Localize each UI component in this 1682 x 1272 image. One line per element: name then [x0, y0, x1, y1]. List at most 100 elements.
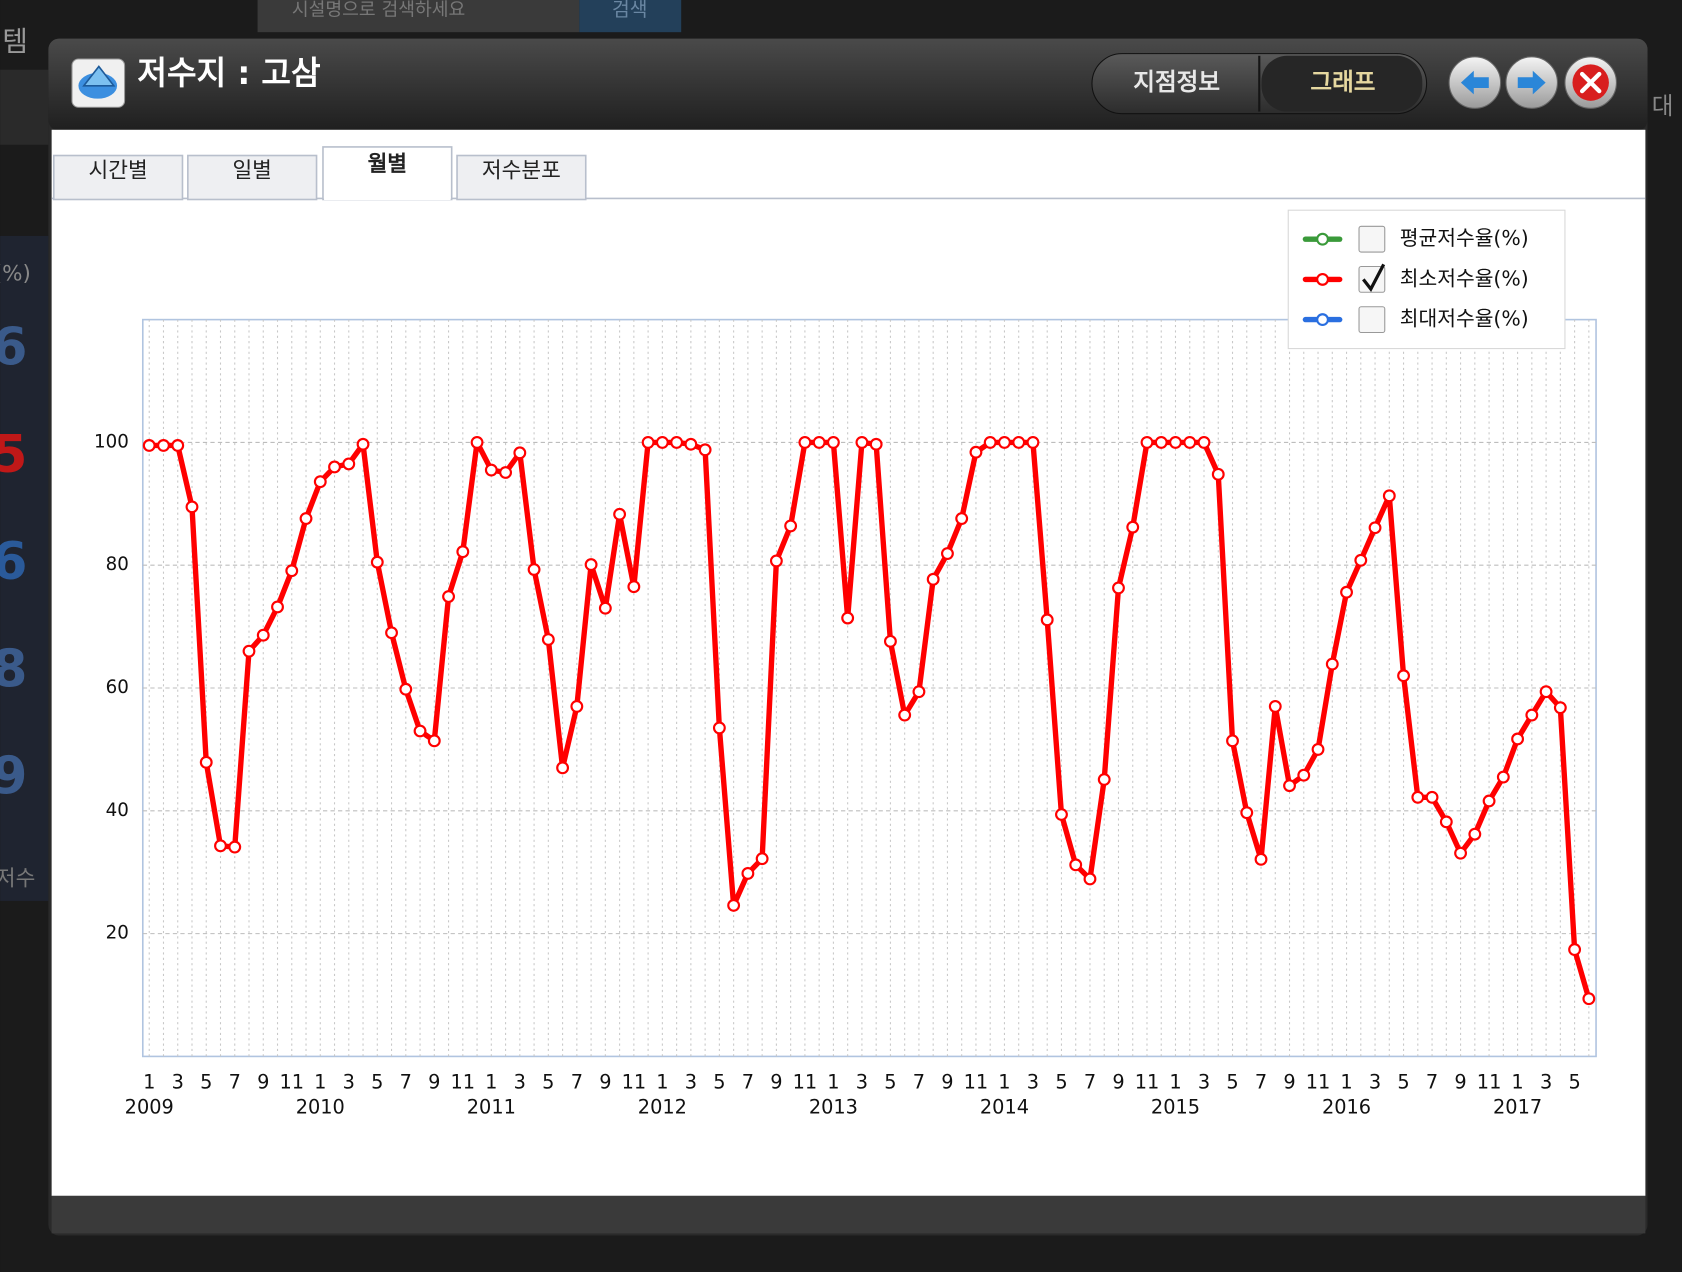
legend-marker: [1316, 272, 1329, 286]
corner-text: 대: [1652, 92, 1674, 120]
data-point: [855, 435, 869, 449]
data-point: [727, 898, 741, 912]
data-point: [1382, 489, 1396, 503]
legend-checkbox[interactable]: [1358, 306, 1386, 334]
data-point: [898, 708, 912, 722]
data-point: [869, 437, 883, 451]
data-point: [627, 580, 641, 594]
data-point: [1297, 768, 1311, 782]
data-point: [1140, 435, 1154, 449]
search-button-label: 검색: [612, 0, 648, 21]
data-point: [199, 755, 213, 769]
data-point: [598, 601, 612, 615]
data-point: [242, 644, 256, 658]
data-point: [1439, 815, 1453, 829]
x-tick-label: 11: [1135, 1071, 1160, 1094]
tab-label[interactable]: 시간별: [89, 159, 148, 184]
header-button[interactable]: 그래프: [1310, 68, 1375, 96]
x-tick-label: 9: [1454, 1071, 1466, 1094]
data-point: [1425, 790, 1439, 804]
data-point: [883, 634, 897, 648]
tab-label[interactable]: 일별: [232, 159, 271, 184]
back-arrow: [1460, 70, 1489, 95]
data-point: [1268, 700, 1282, 713]
data-point: [784, 519, 798, 533]
data-point: [356, 437, 370, 451]
legend-label[interactable]: 평균저수율(%): [1400, 226, 1529, 250]
x-tick-label: 7: [1426, 1071, 1438, 1094]
data-point: [1553, 701, 1567, 715]
search-button[interactable]: [579, 0, 682, 33]
data-point: [926, 572, 940, 586]
data-point: [399, 682, 413, 696]
search-box[interactable]: [257, 0, 580, 33]
data-point: [655, 435, 669, 449]
data-point: [541, 633, 555, 646]
buttons: 지점정보 그래프: [1133, 55, 1423, 112]
x-tick-label: 5: [713, 1071, 725, 1094]
side-panel: [0, 235, 49, 901]
data-point: [214, 839, 227, 853]
side-number: 6: [0, 318, 27, 378]
x-tick-label: 5: [371, 1071, 383, 1094]
corner-text: 템: [2, 25, 28, 58]
data-point: [1454, 846, 1468, 860]
data-point: [1254, 852, 1268, 866]
data-point: [1083, 872, 1097, 886]
x-year-label: 2011: [467, 1095, 516, 1118]
header-button[interactable]: 지점정보: [1133, 68, 1220, 96]
tab-label[interactable]: 월별: [368, 152, 407, 177]
forward-arrow: [1517, 70, 1546, 95]
data-point: [256, 628, 270, 642]
data-point: [185, 500, 199, 514]
x-tick-label: 1: [485, 1071, 497, 1094]
tab-label[interactable]: 저수분포: [482, 159, 561, 184]
search-placeholder: 시설명으로 검색하세요: [292, 0, 465, 21]
x-tick-label: 9: [1112, 1071, 1124, 1094]
tab[interactable]: [52, 154, 184, 201]
side-panel: [0, 69, 49, 145]
data-point: [969, 445, 983, 459]
data-point: [1069, 858, 1083, 872]
data-point: [841, 611, 855, 625]
data-point: [698, 443, 712, 457]
legend-checkbox[interactable]: [1358, 225, 1386, 253]
x-tick-label: 7: [229, 1071, 241, 1094]
legend-marker: [1316, 313, 1329, 327]
x-tick-label: 1: [1511, 1071, 1523, 1094]
data-point: [342, 457, 356, 471]
tab[interactable]: [456, 154, 587, 201]
data-point: [285, 564, 299, 578]
data-point: [812, 435, 826, 449]
x-year-label: 2014: [980, 1095, 1029, 1118]
x-tick-label: 3: [1369, 1071, 1381, 1094]
data-point: [1582, 992, 1596, 1006]
data-point: [670, 435, 684, 449]
x-tick-label: 1: [1169, 1071, 1181, 1094]
data-point: [484, 463, 498, 477]
data-point: [684, 437, 698, 451]
button-active[interactable]: [1261, 55, 1423, 112]
legend-label[interactable]: 최소저수율(%): [1400, 266, 1529, 290]
data-point: [1354, 553, 1368, 567]
x-tick-label: 3: [514, 1071, 526, 1094]
x-tick-label: 9: [257, 1071, 269, 1094]
tab[interactable]: [187, 154, 318, 201]
x-tick-label: 11: [964, 1071, 989, 1094]
x-year-label: 2009: [125, 1095, 174, 1118]
x-tick-label: 3: [1027, 1071, 1039, 1094]
data-point: [1397, 669, 1410, 683]
y-tick-label: 40: [106, 800, 129, 821]
legend-label[interactable]: 최대저수율(%): [1400, 307, 1529, 331]
app-icon: [71, 58, 126, 108]
data-point: [798, 435, 812, 449]
data-point: [1211, 467, 1225, 481]
data-point: [613, 507, 627, 521]
data-point: [556, 761, 570, 775]
data-point: [584, 558, 598, 572]
x-tick-label: 7: [913, 1071, 925, 1094]
side-label: 저수: [0, 866, 35, 891]
data-point: [1482, 794, 1496, 808]
